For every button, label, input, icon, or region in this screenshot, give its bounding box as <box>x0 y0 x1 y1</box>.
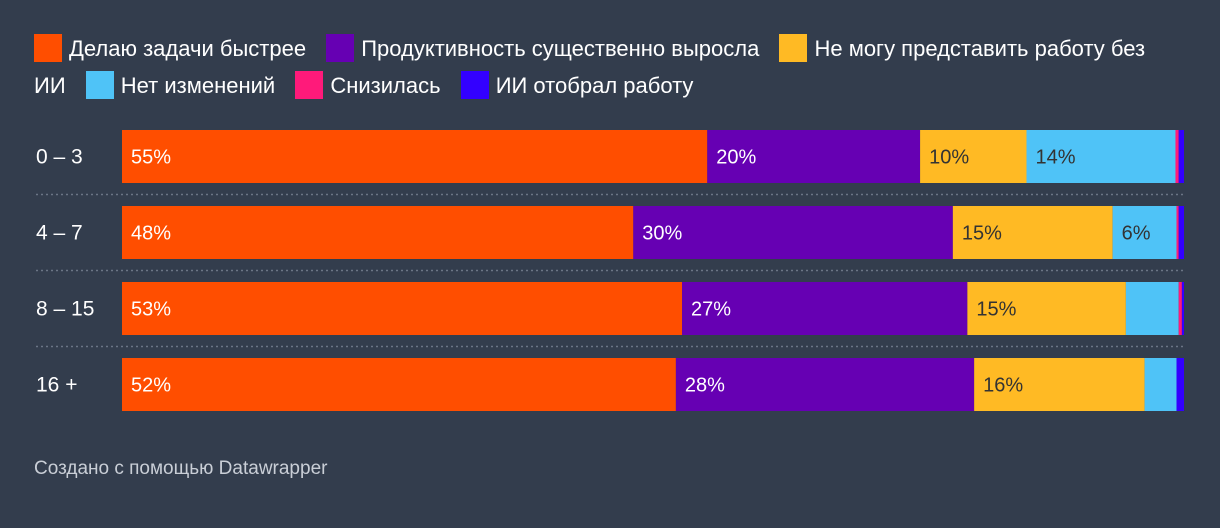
bar-segment <box>1175 130 1179 183</box>
bar-segment <box>1181 282 1184 335</box>
legend-label: Делаю задачи быстрее <box>69 36 307 61</box>
bar-segment <box>122 206 634 259</box>
row-label: 0 – 3 <box>36 146 83 169</box>
bar-segment <box>1178 206 1184 259</box>
legend: Делаю задачи быстрее Продуктивность суще… <box>34 30 1194 104</box>
bar-segment <box>682 282 968 335</box>
legend-item: Не могу представить работу без ИИ <box>34 34 1146 98</box>
legend-item: ИИ отобрал работу <box>460 71 694 99</box>
data-label: 6% <box>1122 223 1151 245</box>
bar-segment <box>122 282 683 335</box>
data-label: 20% <box>716 147 756 169</box>
legend-item: Нет изменений <box>85 71 276 99</box>
legend-item: Делаю задачи быстрее <box>34 34 307 62</box>
data-label: 15% <box>962 223 1002 245</box>
bar-segment <box>1026 130 1176 183</box>
legend-label: Продуктивность существенно выросла <box>361 36 760 61</box>
bar-segment <box>122 130 708 183</box>
legend-label: Снизилась <box>330 73 441 98</box>
bar-segment <box>122 358 676 411</box>
bar-segment <box>974 358 1145 411</box>
bar-segment <box>1176 358 1184 411</box>
bar-segment <box>967 282 1126 335</box>
bar-segment <box>707 130 921 183</box>
legend-swatch <box>34 34 62 62</box>
bar-segment <box>1112 206 1177 259</box>
legend-swatch <box>779 34 808 62</box>
credit-text: Создано с помощью Datawrapper <box>34 458 328 479</box>
row-label: 4 – 7 <box>36 222 83 245</box>
legend-swatch <box>460 71 489 99</box>
bar-segment <box>1176 206 1179 259</box>
data-label: 27% <box>691 299 731 321</box>
data-label: 14% <box>1036 147 1076 169</box>
legend-item: Продуктивность существенно выросла <box>326 34 760 62</box>
data-label: 28% <box>685 375 725 397</box>
data-label: 10% <box>929 147 969 169</box>
data-label: 30% <box>642 223 682 245</box>
bar-segment <box>952 206 1113 259</box>
bar-segment <box>675 358 975 411</box>
bar-segment <box>1144 358 1177 411</box>
legend-item: Снизилась <box>295 71 441 99</box>
bar-segment <box>1178 282 1182 335</box>
legend-label: Нет изменений <box>120 73 276 98</box>
bar-segment <box>920 130 1027 183</box>
legend-swatch <box>85 71 114 99</box>
bar-segment <box>633 206 953 259</box>
data-label: 15% <box>976 299 1016 321</box>
bar-segment <box>1178 130 1184 183</box>
legend-label: Не могу представить работу без ИИ <box>34 36 1146 98</box>
bar-segment <box>1125 282 1179 335</box>
data-label: 16% <box>983 375 1023 397</box>
data-label: 52% <box>131 375 171 397</box>
legend-swatch <box>295 71 324 99</box>
row-label: 8 – 15 <box>36 298 94 321</box>
row-label: 16 + <box>36 374 77 397</box>
legend-label: ИИ отобрал работу <box>495 73 694 98</box>
data-label: 53% <box>131 299 171 321</box>
legend-swatch <box>326 34 355 62</box>
data-label: 48% <box>131 223 171 245</box>
data-label: 55% <box>131 147 171 169</box>
